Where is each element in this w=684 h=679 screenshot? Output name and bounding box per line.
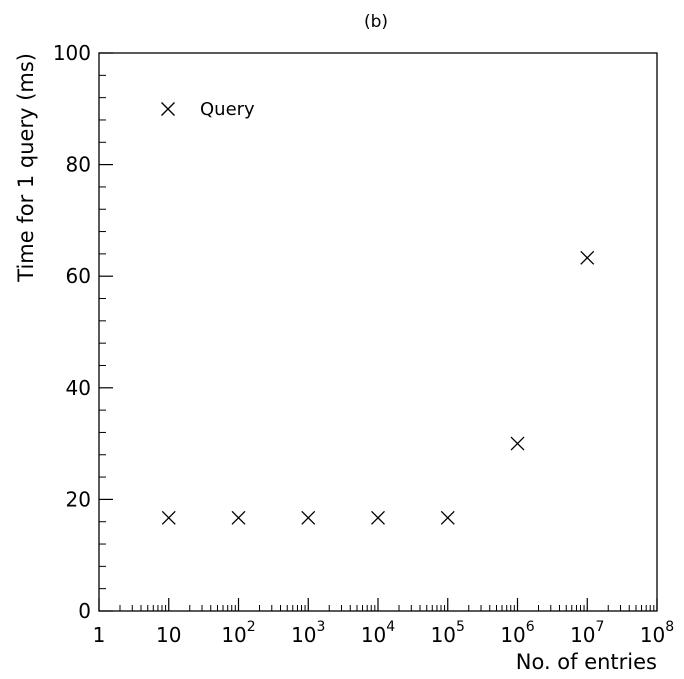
x-tick-label: 106 (500, 619, 534, 647)
chart-title: (b) (364, 12, 388, 32)
y-tick-label: 0 (78, 599, 91, 623)
data-point (161, 510, 176, 525)
x-tick-label: 103 (291, 619, 325, 647)
data-point (510, 436, 525, 451)
y-axis-title: Time for 1 query (ms) (14, 53, 38, 283)
x-tick-label: 108 (640, 619, 674, 647)
x-tick-label: 105 (431, 619, 465, 647)
legend-label-query: Query (200, 99, 255, 120)
data-markers (161, 250, 595, 525)
minor-ticks (99, 74, 655, 611)
y-tick-label: 40 (66, 376, 91, 400)
legend: Query (161, 99, 255, 120)
data-point (371, 510, 385, 525)
x-tick-label: 10 (156, 623, 181, 647)
plot-area: 0 20 40 60 80 100 1 10 102 103 104 105 106 107 108 (53, 41, 674, 647)
legend-marker-query (161, 102, 175, 116)
x-tick-label: 1 (93, 623, 106, 647)
data-point (231, 510, 246, 525)
x-tick-label: 102 (221, 619, 255, 647)
y-tick-label: 60 (66, 264, 91, 288)
data-point (580, 250, 595, 265)
y-tick-label: 20 (66, 487, 91, 511)
major-ticks (98, 52, 658, 612)
data-point (301, 510, 316, 525)
plot-frame (98, 52, 658, 612)
x-axis-title: No. of entries (516, 650, 657, 674)
y-tick-labels: 0 20 40 60 80 100 (53, 41, 91, 623)
y-tick-label: 80 (66, 153, 91, 177)
data-point (440, 510, 455, 525)
x-tick-labels: 1 10 102 103 104 105 106 107 108 (93, 619, 675, 647)
legend-x-mark (161, 102, 175, 116)
y-tick-label: 100 (53, 41, 91, 65)
x-tick-label: 107 (570, 619, 604, 647)
x-tick-label: 104 (361, 619, 395, 647)
